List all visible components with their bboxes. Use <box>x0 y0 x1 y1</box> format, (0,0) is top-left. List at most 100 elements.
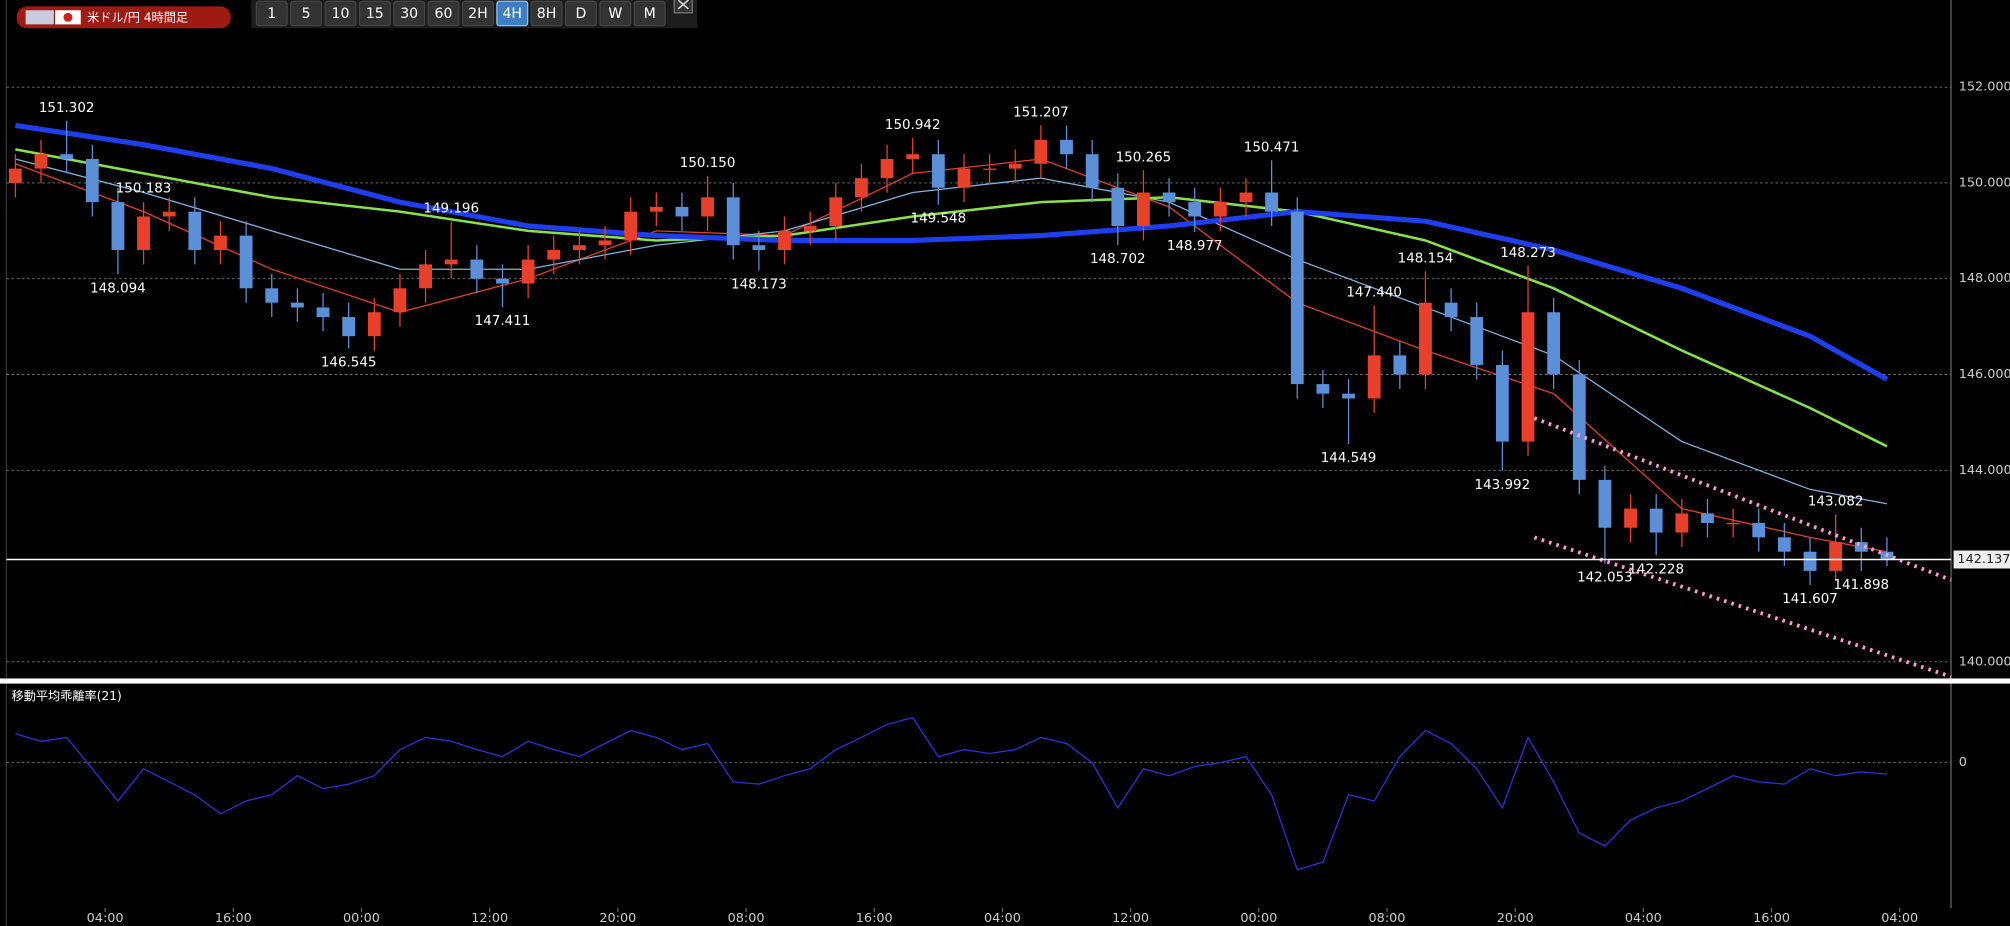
candle-body <box>214 235 227 250</box>
candle-body <box>188 211 202 250</box>
candle-body <box>1521 312 1535 442</box>
candle-body <box>1470 317 1484 365</box>
candle-body <box>316 307 330 318</box>
timeframe-button[interactable] <box>496 0 529 27</box>
price-annotation: 144.549 <box>1321 451 1377 466</box>
price-annotation: 148.702 <box>1090 252 1146 267</box>
candle-body <box>34 154 48 169</box>
price-annotation: 147.440 <box>1346 286 1402 301</box>
timeframe-label: M <box>644 6 656 22</box>
x-tick-label: 20:00 <box>599 911 636 926</box>
candle-body <box>649 206 663 212</box>
close-button[interactable] <box>673 0 693 14</box>
candle-body <box>778 230 791 250</box>
price-annotation: 148.094 <box>90 281 146 296</box>
price-annotation: 143.992 <box>1475 478 1531 493</box>
candle-body <box>1598 479 1612 528</box>
candle-body <box>470 259 484 279</box>
candle-body <box>1547 312 1561 375</box>
price-annotation: 148.154 <box>1398 252 1454 267</box>
x-tick-label: 00:00 <box>1240 911 1277 926</box>
close-icon <box>677 0 689 10</box>
y-tick-label: 144.000 <box>1959 463 2010 478</box>
timeframe-label: 8H <box>537 6 557 22</box>
price-annotation: 151.302 <box>39 101 95 116</box>
candle-body <box>111 202 125 250</box>
candle-body <box>1726 522 1740 525</box>
price-annotation: 149.196 <box>423 202 479 217</box>
candle-body <box>1137 192 1150 227</box>
timeframe-button[interactable] <box>599 0 632 27</box>
timeframe-label: 4H <box>502 6 522 22</box>
timeframe-button[interactable] <box>530 0 563 27</box>
timeframe-button[interactable] <box>358 0 391 27</box>
candle-body <box>1239 192 1253 203</box>
price-annotation: 143.082 <box>1808 494 1864 509</box>
price-annotation: 150.150 <box>680 156 736 171</box>
timeframe-button[interactable] <box>461 0 494 27</box>
x-tick-label: 04:00 <box>1625 911 1662 926</box>
y-tick-label: 148.000 <box>1959 271 2010 286</box>
timeframe-label: 60 <box>435 6 453 22</box>
y-tick-label: 150.000 <box>1959 175 2010 190</box>
timeframe-label: 10 <box>332 6 350 22</box>
candle-body <box>1290 211 1304 385</box>
timeframe-button[interactable] <box>324 0 357 27</box>
x-tick-label: 20:00 <box>1497 911 1534 926</box>
price-annotation: 151.207 <box>1013 105 1069 120</box>
y-tick-label: 152.000 <box>1959 80 2010 95</box>
candle-body <box>521 259 535 284</box>
candle-body <box>1444 302 1458 318</box>
candle-body <box>85 158 99 203</box>
timeframe-button[interactable] <box>290 0 323 27</box>
timeframe-button[interactable] <box>255 0 288 27</box>
price-annotation: 146.545 <box>321 356 377 371</box>
x-tick-label: 12:00 <box>471 911 508 926</box>
price-annotation: 150.183 <box>116 181 172 196</box>
timeframe-button[interactable] <box>393 0 426 27</box>
moving-average <box>15 158 1888 505</box>
candle-body <box>290 302 304 308</box>
x-tick-label: 08:00 <box>1369 911 1406 926</box>
timeframe-label: 5 <box>302 6 311 22</box>
candle-body <box>752 245 766 250</box>
moving-average <box>15 158 1888 553</box>
candle-body <box>1213 202 1227 217</box>
x-tick-label: 16:00 <box>1753 911 1790 926</box>
candle-body <box>598 240 612 246</box>
last-price-label: 142.137 <box>1957 552 2010 567</box>
timeframe-button[interactable] <box>564 0 597 27</box>
candle-body <box>1034 139 1048 164</box>
x-tick-label: 04:00 <box>1881 911 1918 926</box>
candle-body <box>906 154 920 159</box>
candle-body <box>265 288 279 303</box>
candle-body <box>367 312 381 337</box>
candle-body <box>1572 374 1586 480</box>
candle-body <box>419 264 432 289</box>
candle-body <box>573 245 586 250</box>
x-tick-label: 08:00 <box>728 911 765 926</box>
candle-body <box>1265 192 1279 212</box>
timeframe-button[interactable] <box>633 0 666 27</box>
candle-body <box>496 278 509 284</box>
pane-separator <box>0 678 2010 684</box>
moving-average <box>15 122 1889 382</box>
price-annotation: 142.053 <box>1577 571 1633 586</box>
price-annotation: 150.942 <box>885 118 941 133</box>
x-tick-label: 00:00 <box>343 911 380 926</box>
timeframe-label: 1 <box>267 6 276 22</box>
timeframe-button[interactable] <box>427 0 460 27</box>
indicator-line <box>15 716 1887 871</box>
candle-body <box>393 288 407 313</box>
last-price-box <box>1953 550 2010 569</box>
candle-body <box>162 211 176 217</box>
candle-body <box>1162 192 1176 203</box>
candle-body <box>1803 551 1817 571</box>
candle-body <box>675 206 689 217</box>
candle-body <box>239 235 253 289</box>
candle-body <box>931 154 945 188</box>
timeframe-label: 15 <box>366 6 384 22</box>
y-tick-label: 0 <box>1959 755 1967 770</box>
candle-body <box>983 168 997 170</box>
candle-body <box>444 259 458 265</box>
